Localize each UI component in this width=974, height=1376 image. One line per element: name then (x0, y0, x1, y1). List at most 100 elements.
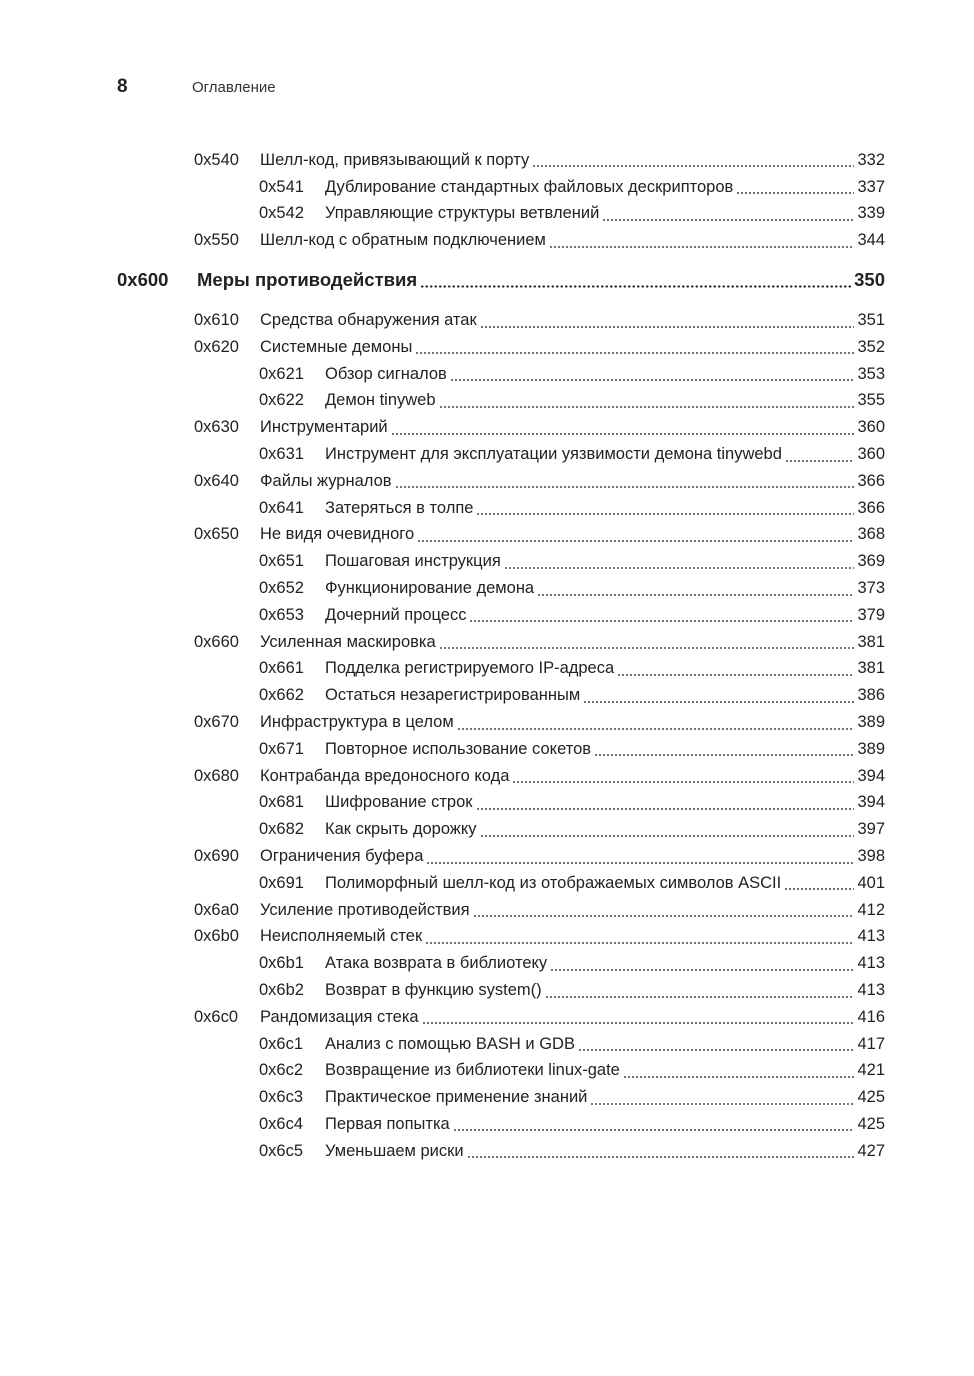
table-of-contents: 0x540 Шелл-код, привязывающий к порту 332 0… (0, 147, 974, 1165)
dot-leader (438, 405, 855, 408)
toc-entry: 0x540 Шелл-код, привязывающий к порту 332 (0, 147, 885, 174)
toc-title: Функционирование демона (325, 579, 535, 598)
toc-page: 421 (857, 1061, 885, 1080)
toc-entry: 0x680 Контрабанда вредоносного кода 394 (0, 763, 885, 790)
toc-page: 368 (857, 525, 885, 544)
toc-page: 351 (857, 311, 885, 330)
dot-leader (537, 593, 855, 596)
toc-page: 427 (857, 1141, 885, 1160)
toc-title: Дочерний процесс (325, 605, 467, 624)
toc-title: Инфраструктура в целом (260, 713, 454, 732)
dot-leader (503, 566, 855, 569)
toc-code: 0x6c0 (194, 1007, 239, 1026)
toc-title: Как скрыть дорожку (325, 820, 477, 839)
toc-entry: 0x6c1 Анализ с помощью BASH и GDB 417 (0, 1031, 885, 1058)
toc-code: 0x670 (194, 713, 239, 732)
toc-code: 0x690 (194, 847, 239, 866)
toc-page: 397 (857, 820, 885, 839)
toc-title: Атака возврата в библиотеку (325, 954, 548, 973)
toc-title: Возврат в функцию system() (325, 981, 542, 999)
toc-page: 381 (857, 632, 885, 651)
toc-title: Повторное использование сокетов (325, 739, 592, 758)
toc-page: 401 (857, 873, 885, 892)
toc-title: Дублирование стандартных файловых дескри… (325, 177, 734, 196)
toc-page: 337 (857, 177, 885, 196)
toc-code: 0x620 (194, 337, 239, 356)
toc-title: Практическое применение знаний (325, 1088, 588, 1107)
toc-entry: 0x6c3 Практическое применение знаний 425 (0, 1084, 885, 1111)
running-title: Оглавление (192, 79, 276, 96)
toc-entry: 0x6b1 Атака возврата в библиотеку 413 (0, 950, 885, 977)
dot-leader (469, 620, 855, 623)
dot-leader (736, 192, 855, 195)
toc-entry: 0x6b0 Неисполняемый стек 413 (0, 924, 885, 951)
toc-code: 0x622 (259, 391, 304, 410)
toc-page: 339 (857, 204, 885, 223)
toc-code: 0x652 (259, 579, 304, 598)
toc-code: 0x6a0 (194, 900, 239, 919)
toc-code: 0x661 (259, 659, 304, 678)
dot-leader (532, 165, 855, 168)
toc-page: 369 (857, 552, 885, 571)
toc-code: 0x681 (259, 793, 304, 812)
toc-title: Шелл-код, привязывающий к порту (260, 150, 530, 169)
toc-code: 0x680 (194, 766, 239, 785)
toc-entry: 0x691 Полиморфный шелл-код из отображаемы… (0, 870, 885, 897)
toc-page: 344 (857, 231, 885, 250)
toc-entry: 0x620 Системные демоны 352 (0, 334, 885, 361)
toc-code: 0x691 (259, 873, 304, 892)
dot-leader (417, 539, 855, 542)
toc-code: 0x6c3 (259, 1088, 304, 1107)
toc-page: 389 (857, 739, 885, 758)
toc-page: 379 (857, 605, 885, 624)
toc-title: Обзор сигналов (325, 364, 447, 383)
toc-code: 0x550 (194, 231, 239, 250)
toc-code: 0x541 (259, 177, 304, 196)
toc-title: Демон tinyweb (325, 391, 436, 410)
dot-leader (452, 1129, 855, 1132)
toc-entry: 0x622 Демон tinyweb 355 (0, 388, 885, 415)
dot-leader (583, 700, 855, 703)
toc-title: Анализ с помощью BASH и GDB (325, 1034, 575, 1053)
dot-leader (479, 325, 855, 328)
toc-title: Возвращение из библиотеки linux-gate (325, 1061, 620, 1080)
toc-chapter-entry: 0x600 Меры противодействия 350 (0, 262, 885, 298)
toc-title: Уменьшаем риски (325, 1141, 464, 1160)
dot-leader (420, 284, 852, 288)
toc-title: Системные демоны (260, 337, 413, 356)
dot-leader (438, 647, 855, 650)
dot-leader (425, 941, 855, 944)
toc-title: Рандомизация стека (260, 1007, 419, 1026)
toc-entry: 0x662 Остаться незарегистрированным 386 (0, 682, 885, 709)
toc-code: 0x6c4 (259, 1114, 304, 1133)
dot-leader (394, 486, 855, 489)
toc-page: 412 (857, 900, 885, 919)
toc-entry: 0x650 Не видя очевидного 368 (0, 522, 885, 549)
toc-entry: 0x690 Ограничения буфера 398 (0, 843, 885, 870)
toc-code: 0x630 (194, 418, 239, 437)
toc-entry: 0x660 Усиленная маскировка 381 (0, 629, 885, 656)
dot-leader (475, 807, 855, 810)
toc-entry: 0x670 Инфраструктура в целом 389 (0, 709, 885, 736)
toc-entry: 0x653 Дочерний процесс 379 (0, 602, 885, 629)
toc-page: 394 (857, 793, 885, 812)
dot-leader (512, 781, 855, 784)
toc-entry: 0x682 Как скрыть дорожку 397 (0, 816, 885, 843)
toc-code: 0x640 (194, 471, 239, 490)
toc-title: Шелл-код с обратным подключением (260, 231, 546, 250)
dot-leader (390, 432, 855, 435)
toc-page: 355 (857, 391, 885, 410)
toc-title: Усиление противодействия (260, 900, 470, 919)
toc-page: 394 (857, 766, 885, 785)
toc-page: 360 (857, 418, 885, 437)
toc-entry: 0x610 Средства обнаружения атак 351 (0, 307, 885, 334)
toc-code: 0x542 (259, 204, 304, 223)
toc-title: Ограничения буфера (260, 847, 424, 866)
toc-page: 366 (857, 498, 885, 517)
dot-leader (602, 218, 855, 221)
toc-code: 0x6b0 (194, 927, 239, 946)
toc-title: Контрабанда вредоносного кода (260, 766, 510, 785)
toc-page: 353 (857, 364, 885, 383)
toc-code: 0x621 (259, 364, 304, 383)
toc-entry: 0x541 Дублирование стандартных файловых д… (0, 174, 885, 201)
